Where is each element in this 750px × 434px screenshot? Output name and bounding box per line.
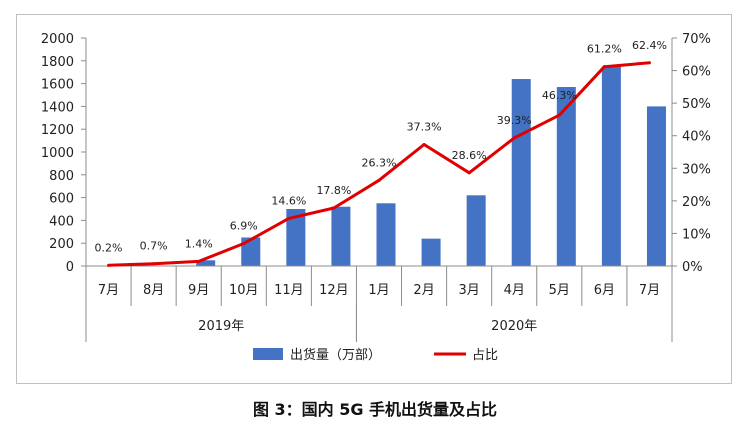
bar [286,209,306,266]
x-tick-label: 10月 [229,283,259,298]
left-axis-tick-label: 600 [49,192,74,207]
x-tick-label: 6月 [594,283,615,298]
right-axis-tick-label: 70% [682,32,711,47]
figure-caption: 图 3：国内 5G 手机出货量及占比 [252,400,498,419]
share-point [242,242,246,246]
right-axis-tick-label: 0% [682,260,703,275]
share-point [332,206,336,210]
share-point [107,263,111,267]
right-axis-tick-label: 50% [682,97,711,112]
data-label: 28.6% [452,149,487,162]
share-point [287,216,291,220]
data-label: 46.3% [542,89,577,102]
bar [646,106,666,267]
bar [331,206,351,266]
left-axis-tick-label: 2000 [41,32,74,47]
x-tick-label: 5月 [549,283,570,298]
bar [196,260,216,266]
legend-swatch-bar [253,348,283,360]
left-axis-tick-label: 1800 [41,55,74,70]
share-point [197,259,201,263]
share-point [557,113,561,117]
bar [376,203,396,266]
bar [601,66,621,266]
data-label: 1.4% [185,237,213,250]
x-tick-label: 12月 [319,283,349,298]
x-tick-label: 11月 [274,283,304,298]
share-point [647,61,651,65]
share-point [467,171,471,175]
left-axis-tick-label: 200 [49,237,74,252]
bar [556,87,576,267]
data-label: 14.6% [271,194,306,207]
left-axis-tick-label: 1600 [41,78,74,93]
legend-label-shipments: 出货量（万部） [290,347,381,363]
x-tick-label: 9月 [188,283,209,298]
data-label: 26.3% [362,156,397,169]
data-label: 0.2% [95,241,123,254]
left-axis-tick-label: 800 [49,169,74,184]
year-group-label: 2019年 [198,319,244,334]
share-point [377,178,381,182]
legend-label-share: 占比 [472,348,498,363]
bar [511,79,531,266]
data-label: 17.8% [316,184,351,197]
right-axis-tick-label: 20% [682,195,711,210]
share-point [512,136,516,140]
left-axis-tick-label: 1200 [41,123,74,138]
left-axis-tick-label: 0 [66,260,74,275]
right-axis-tick-label: 30% [682,162,711,177]
right-axis-tick-label: 10% [682,227,711,242]
share-point [602,65,606,69]
x-tick-label: 7月 [639,283,660,298]
bar [241,237,261,266]
right-axis-tick-label: 40% [682,130,711,145]
bar [421,238,441,266]
year-group-label: 2020年 [491,319,537,334]
x-tick-label: 3月 [459,283,480,298]
data-label: 61.2% [587,43,622,56]
share-point [422,143,426,147]
bar [466,195,486,266]
x-tick-label: 7月 [98,283,119,298]
x-tick-label: 4月 [504,283,525,298]
data-label: 62.4% [632,39,667,52]
x-tick-label: 8月 [143,283,164,298]
right-axis-tick-label: 60% [682,65,711,80]
left-axis-tick-label: 1000 [41,146,74,161]
data-label: 39.3% [497,114,532,127]
data-label: 6.9% [230,220,258,233]
data-label: 37.3% [407,121,442,134]
left-axis-tick-label: 400 [49,214,74,229]
share-point [152,262,156,266]
x-tick-label: 2月 [413,283,434,298]
x-tick-label: 1月 [368,283,389,298]
data-label: 0.7% [140,240,168,253]
left-axis-tick-label: 1400 [41,100,74,115]
